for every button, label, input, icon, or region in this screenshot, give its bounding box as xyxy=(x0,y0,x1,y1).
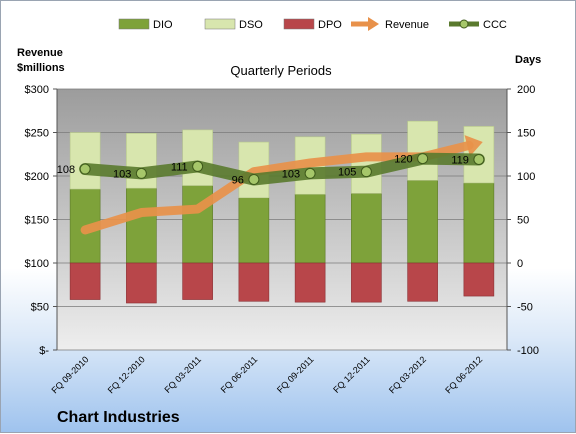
ccc-point xyxy=(192,160,204,172)
ccc-point xyxy=(417,153,429,165)
ccc-point xyxy=(248,173,260,185)
legend-swatch-dso xyxy=(204,18,236,30)
left-axis-ticks: $- $50 $100 $150 $200 $250 $300 xyxy=(25,84,50,357)
right-tick-label: 50 xyxy=(517,215,529,227)
right-axis-ticks: -100 -50 0 50 100 150 200 xyxy=(517,84,539,357)
ccc-data-label: 119 xyxy=(451,154,469,166)
bar-dio xyxy=(463,182,495,264)
bar-dio xyxy=(126,187,157,264)
legend-label: DPO xyxy=(318,19,342,31)
left-axis-label-line1: Revenue xyxy=(17,47,63,59)
legend-label: Revenue xyxy=(385,19,429,31)
x-tick-label: FQ 03-2012 xyxy=(387,354,428,395)
x-tick-label: FQ 09-2011 xyxy=(275,354,316,395)
bars xyxy=(69,120,495,304)
bar-dpo xyxy=(351,262,382,303)
ccc-point xyxy=(135,167,147,179)
legend-marker-ccc xyxy=(459,19,469,29)
bar-dso xyxy=(69,132,101,190)
legend: DIO DSO DPO Revenue CCC xyxy=(118,17,507,31)
left-axis-label-line2: $millions xyxy=(17,62,65,74)
chart-title: Quarterly Periods xyxy=(230,63,332,78)
ccc-point xyxy=(360,166,372,178)
bar-dpo xyxy=(238,262,270,302)
revenue-arrowhead xyxy=(464,135,483,157)
ccc-data-label: 103 xyxy=(113,168,131,180)
ccc-data-label: 111 xyxy=(171,161,188,173)
x-tick-label: FQ 12-2011 xyxy=(331,354,372,395)
ccc-point xyxy=(304,167,316,179)
legend-label: DIO xyxy=(153,19,173,31)
ccc-point xyxy=(79,163,91,175)
right-tick-label: -50 xyxy=(517,302,533,314)
left-tick-label: $50 xyxy=(31,302,49,314)
bar-dio xyxy=(294,193,326,264)
right-tick-label: 0 xyxy=(517,258,523,270)
right-tick-label: 200 xyxy=(517,84,535,96)
legend-swatch-dpo xyxy=(283,18,315,30)
x-tick-label: FQ 03-2011 xyxy=(162,354,203,395)
bar-dio xyxy=(407,180,438,264)
right-tick-label: 100 xyxy=(517,171,535,183)
left-tick-label: $- xyxy=(39,345,49,357)
bar-dio xyxy=(351,193,382,264)
bar-dso xyxy=(182,129,213,186)
x-axis-ticks: FQ 09-2010 FQ 12-2010 FQ 03-2011 FQ 06-2011… xyxy=(50,354,485,395)
left-tick-label: $300 xyxy=(25,84,49,96)
ccc-point xyxy=(473,153,485,165)
lines: 108 103 111 96 103 105 120 119 xyxy=(57,135,485,235)
bar-dpo xyxy=(294,262,326,303)
bar-dpo xyxy=(126,262,157,304)
left-tick-label: $250 xyxy=(25,128,49,140)
bar-dpo xyxy=(69,262,101,300)
ccc-data-label: 105 xyxy=(338,167,356,179)
ccc-data-label: 120 xyxy=(394,154,412,166)
right-axis-label: Days xyxy=(515,54,541,66)
left-tick-label: $100 xyxy=(25,258,49,270)
ccc-data-label: 108 xyxy=(57,164,75,176)
right-tick-label: -100 xyxy=(517,345,539,357)
legend-label: CCC xyxy=(483,19,507,31)
x-tick-label: FQ 06-2012 xyxy=(443,354,484,395)
x-tick-label: FQ 12-2010 xyxy=(106,354,147,395)
bar-dio xyxy=(238,197,270,264)
right-tick-label: 150 xyxy=(517,128,535,140)
bar-dpo xyxy=(463,262,495,297)
ccc-line xyxy=(79,152,485,186)
legend-arrowhead-revenue xyxy=(368,17,379,31)
left-tick-label: $200 xyxy=(25,171,49,183)
left-tick-label: $150 xyxy=(25,215,49,227)
ccc-data-label: 103 xyxy=(282,168,300,180)
bar-dpo xyxy=(182,262,213,300)
legend-swatch-dio xyxy=(118,18,150,30)
x-tick-label: FQ 09-2010 xyxy=(50,354,91,395)
x-tick-label: FQ 06-2011 xyxy=(219,354,260,395)
company-name: Chart Industries xyxy=(57,409,180,426)
ccc-data-label: 96 xyxy=(232,174,244,186)
bar-dpo xyxy=(407,262,438,302)
legend-label: DSO xyxy=(239,19,263,31)
